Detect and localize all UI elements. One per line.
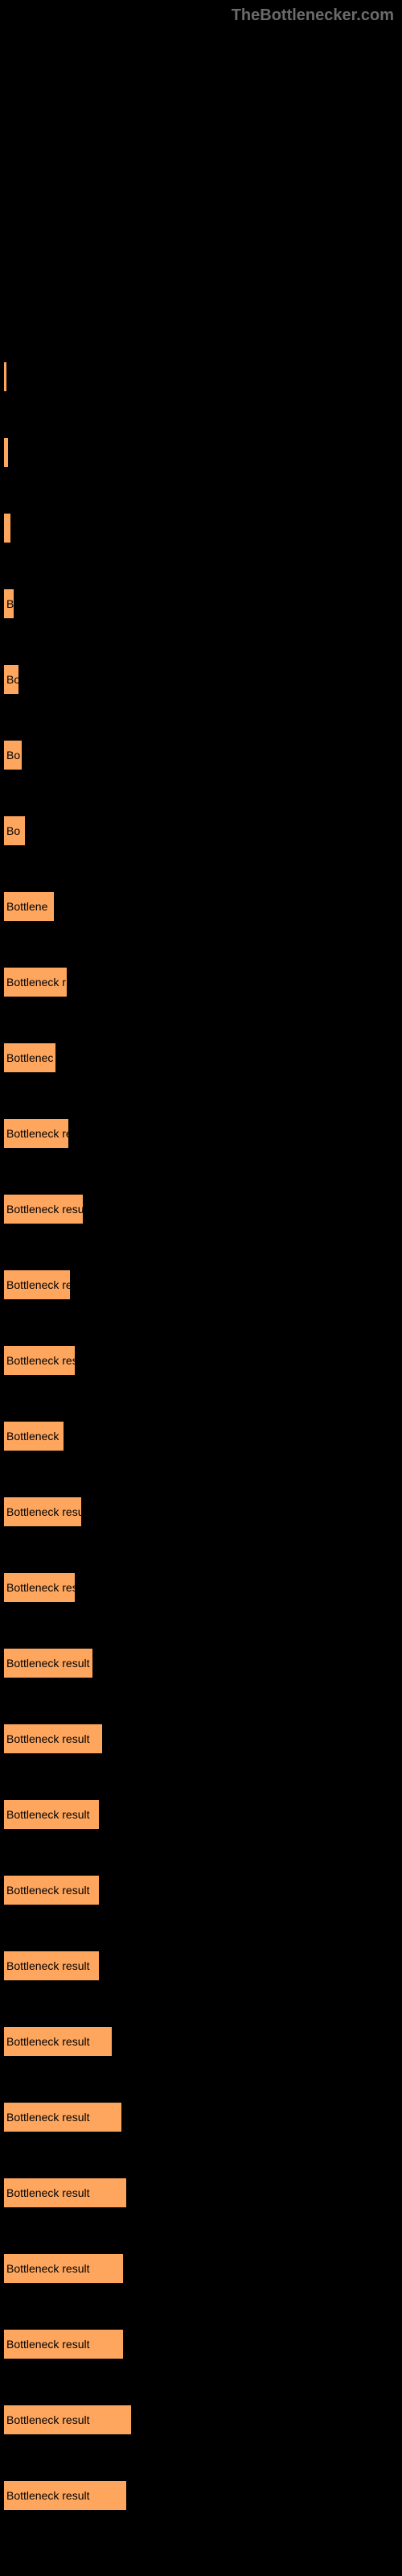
bar-row: Bo	[4, 816, 402, 845]
bar-row: Bottlenec	[4, 1043, 402, 1072]
bar-row: Bottleneck result	[4, 2405, 402, 2434]
watermark-text: TheBottlenecker.com	[232, 6, 394, 25]
bar-label: Bottleneck resu	[6, 1354, 84, 1367]
bar-label: Bo	[6, 673, 20, 686]
bar-label: Bo	[6, 749, 20, 762]
bar-label: Bottleneck	[6, 1430, 59, 1443]
bar-label: Bottleneck result	[6, 1203, 90, 1216]
bar-row: Bottleneck result	[4, 1497, 402, 1526]
bar-row: Bottleneck re	[4, 1119, 402, 1148]
bar-label: Bottleneck result	[6, 1959, 90, 1972]
bar-label: Bottleneck result	[6, 2186, 90, 2199]
bar-row	[4, 362, 402, 391]
bar-label: Bottleneck result	[6, 2338, 90, 2351]
bar-label: Bottleneck result	[6, 1657, 90, 1670]
bar-row: Bottleneck result	[4, 1951, 402, 1980]
bar-row: B	[4, 589, 402, 618]
bar-label: Bottleneck result	[6, 1808, 90, 1821]
bar-row: Bottlene	[4, 892, 402, 921]
bar-row: Bottleneck resu	[4, 1346, 402, 1375]
bar-row	[4, 514, 402, 543]
bar-row: Bottleneck	[4, 1422, 402, 1451]
bar-row: Bottleneck result	[4, 2178, 402, 2207]
bar-row	[4, 438, 402, 467]
bar-label: Bottleneck res	[6, 1581, 78, 1594]
bar-row: Bottleneck result	[4, 1649, 402, 1678]
bar-label: Bottlenec	[6, 1051, 53, 1064]
bar	[4, 514, 10, 543]
bar-row: Bottleneck r	[4, 968, 402, 997]
bar-chart: B Bo Bo Bo Bottlene Bottleneck r Bottlenec Bott…	[0, 0, 402, 2510]
bar-row: Bottleneck res	[4, 1573, 402, 1602]
bar-label: Bottleneck re	[6, 1127, 72, 1140]
bar-row: Bottleneck result	[4, 2254, 402, 2283]
bar-label: Bottleneck result	[6, 1884, 90, 1897]
bar-row: Bottleneck result	[4, 1876, 402, 1905]
bar-label: Bottleneck result	[6, 2035, 90, 2048]
bar	[4, 362, 6, 391]
bar-label: B	[6, 597, 14, 610]
bar-label: Bo	[6, 824, 20, 837]
bar-label: Bottleneck result	[6, 1732, 90, 1745]
bar-row: Bottleneck result	[4, 1195, 402, 1224]
bar-row: Bo	[4, 665, 402, 694]
bar-row: Bottleneck result	[4, 2481, 402, 2510]
bar-row: Bottleneck result	[4, 2330, 402, 2359]
bar-label: Bottleneck r	[6, 976, 66, 989]
bar-label: Bottleneck result	[6, 2111, 90, 2124]
bar-row: Bottleneck re	[4, 1270, 402, 1299]
bar-row: Bottleneck result	[4, 2103, 402, 2132]
bar-label: Bottleneck result	[6, 2413, 90, 2426]
bar-label: Bottleneck re	[6, 1278, 72, 1291]
bar-label: Bottleneck result	[6, 2262, 90, 2275]
bar	[4, 438, 8, 467]
bar-row: Bottleneck result	[4, 1724, 402, 1753]
bar-label: Bottleneck result	[6, 2489, 90, 2502]
bar-row: Bottleneck result	[4, 2027, 402, 2056]
bar-label: Bottlene	[6, 900, 47, 913]
bar-row: Bottleneck result	[4, 1800, 402, 1829]
bar-row: Bo	[4, 741, 402, 770]
bar-label: Bottleneck result	[6, 1505, 90, 1518]
